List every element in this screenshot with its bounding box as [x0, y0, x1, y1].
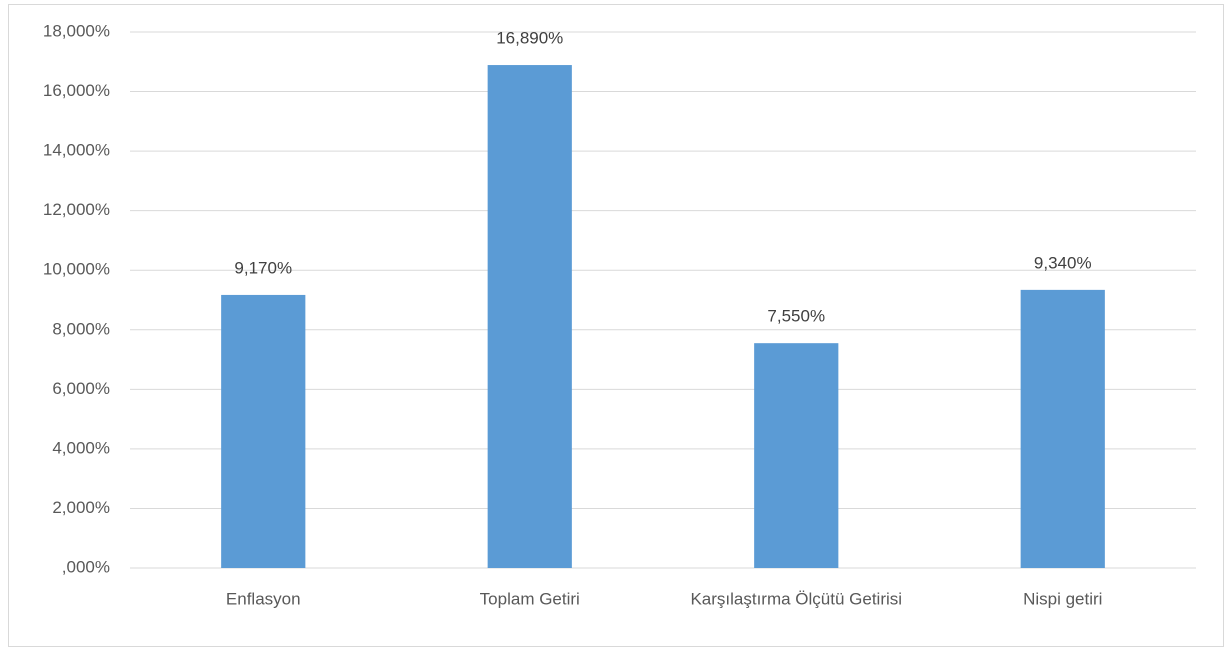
y-tick-label: 10,000%	[43, 260, 110, 279]
x-tick-label: Karşılaştırma Ölçütü Getirisi	[690, 589, 902, 608]
data-label: 7,550%	[767, 307, 825, 326]
y-tick-label: 14,000%	[43, 141, 110, 160]
y-tick-label: ,000%	[62, 557, 110, 576]
y-tick-label: 6,000%	[52, 379, 110, 398]
x-tick-label: Nispi getiri	[1023, 589, 1102, 608]
y-tick-label: 4,000%	[52, 438, 110, 457]
y-tick-label: 8,000%	[52, 319, 110, 338]
bar	[487, 65, 572, 568]
y-tick-label: 16,000%	[43, 81, 110, 100]
data-label: 9,340%	[1034, 253, 1092, 272]
y-tick-label: 18,000%	[43, 21, 110, 40]
bar	[221, 294, 306, 568]
y-tick-label: 2,000%	[52, 498, 110, 517]
y-tick-label: 12,000%	[43, 200, 110, 219]
bar	[1020, 289, 1105, 568]
data-label: 9,170%	[234, 258, 292, 277]
bar	[754, 343, 839, 568]
x-tick-label: Enflasyon	[226, 589, 301, 608]
x-tick-label: Toplam Getiri	[480, 589, 580, 608]
data-label: 16,890%	[496, 29, 563, 48]
